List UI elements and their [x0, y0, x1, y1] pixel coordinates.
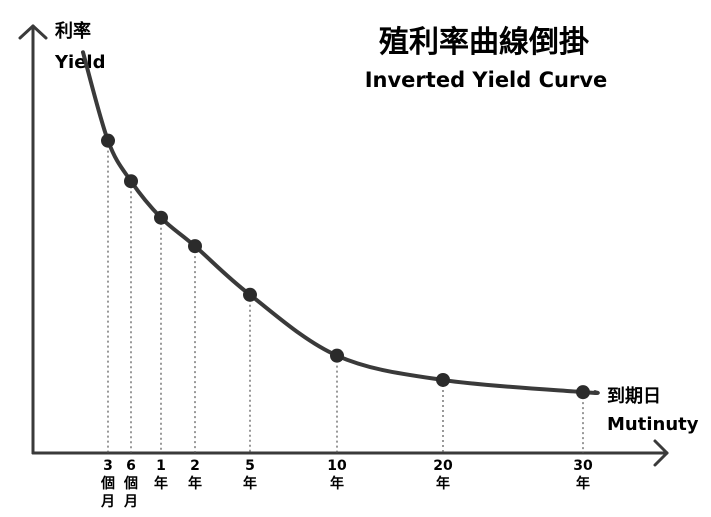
x-tick-label: 30 年 [573, 458, 593, 492]
data-point [436, 372, 450, 387]
chart-title-zh: 殖利率曲線倒掛 [379, 25, 589, 60]
data-point [154, 210, 168, 225]
x-tick-label: 6 個月 [123, 458, 138, 510]
data-points [101, 133, 590, 400]
tick-labels: 3 個月 6 個月 1 年 2 年 5 年 10 年 20 年 30 年 [100, 458, 593, 510]
data-point [576, 385, 590, 400]
x-axis-arrow [653, 439, 669, 467]
x-tick-label: 3 個月 [100, 458, 115, 510]
data-point [124, 174, 138, 189]
chart-title-en: Inverted Yield Curve [365, 68, 608, 92]
data-point [188, 239, 202, 254]
y-axis-label-en: Yield [54, 52, 105, 73]
x-axis-label-zh: 到期日 [607, 386, 661, 407]
data-point [330, 348, 344, 363]
guide-lines [107, 140, 584, 453]
data-point [243, 287, 257, 302]
y-axis-label-zh: 利率 [55, 20, 91, 42]
x-tick-label: 10 年 [327, 458, 347, 492]
x-axis-label-en: Mutinuty [607, 414, 699, 435]
x-tick-label: 20 年 [433, 458, 453, 492]
data-point [101, 133, 115, 148]
